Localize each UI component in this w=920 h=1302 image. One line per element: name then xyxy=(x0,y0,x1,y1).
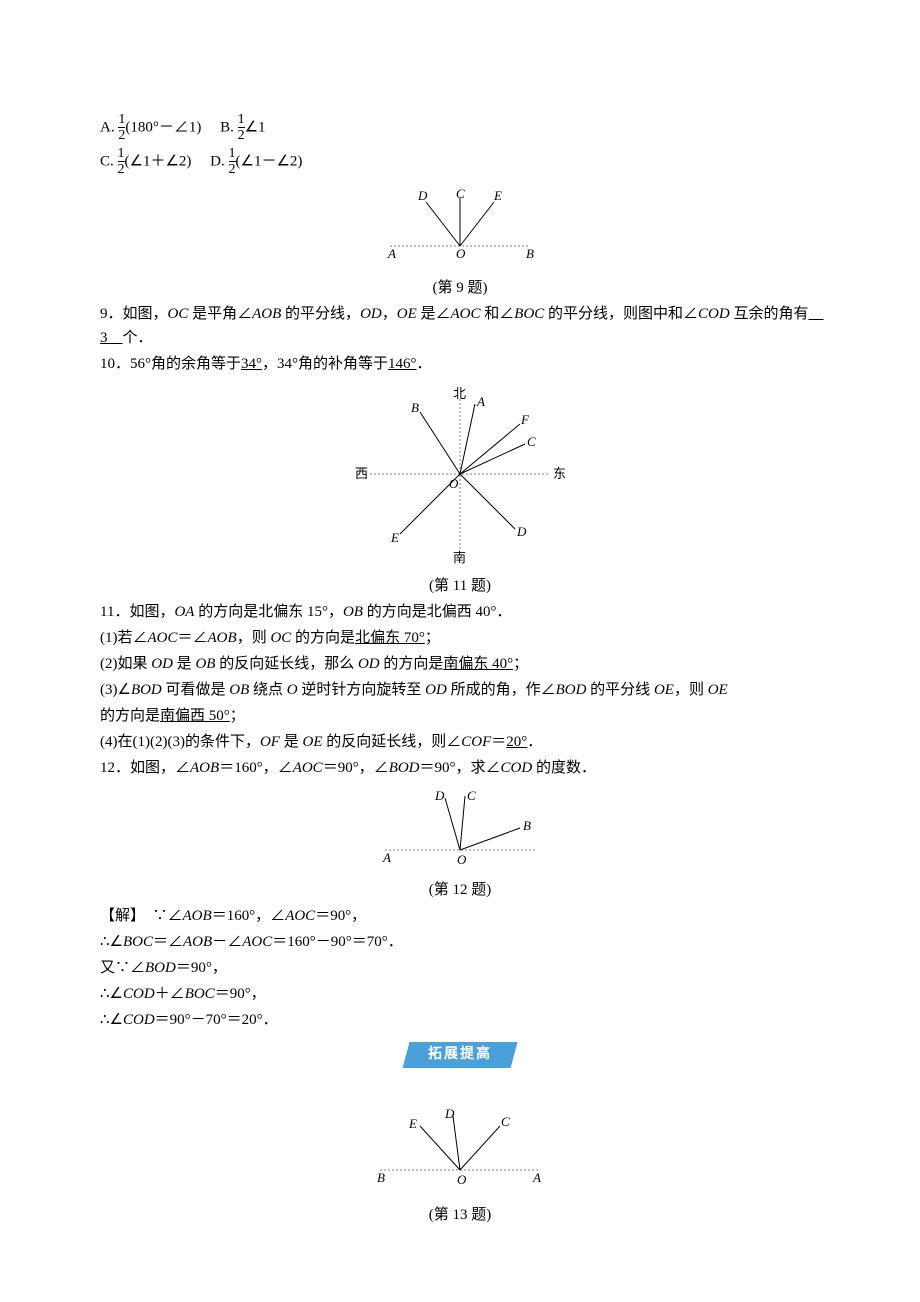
svg-text:A: A xyxy=(387,246,396,261)
svg-text:D: D xyxy=(417,188,428,203)
optC-prefix: C. xyxy=(100,153,114,169)
svg-text:D: D xyxy=(434,788,445,803)
svg-text:A: A xyxy=(476,394,485,409)
sol12-l4: ∴∠COD＋∠BOC＝90°， xyxy=(100,982,820,1006)
optB-prefix: B. xyxy=(220,119,234,135)
sol12-l3: 又∵∠BOD＝90°， xyxy=(100,956,820,980)
optA-tail: (180°－∠1) xyxy=(125,119,201,135)
figure-12-caption: (第 12 题) xyxy=(100,878,820,902)
figure-13-caption: (第 13 题) xyxy=(100,1203,820,1227)
svg-text:B: B xyxy=(377,1170,385,1185)
svg-text:D: D xyxy=(516,524,527,539)
optA-prefix: A. xyxy=(100,119,115,135)
sol12-l2: ∴∠BOC＝∠AOB－∠AOC＝160°－90°＝70°． xyxy=(100,930,820,954)
svg-text:A: A xyxy=(382,850,391,865)
q10-ans2: 146° xyxy=(388,356,417,372)
svg-text:B: B xyxy=(523,818,531,833)
svg-text:C: C xyxy=(501,1114,510,1129)
optD-frac: 1 2 xyxy=(229,146,236,178)
svg-text:E: E xyxy=(493,188,502,203)
q11-head: 11．如图，OA 的方向是北偏东 15°，OB 的方向是北偏西 40°． xyxy=(100,600,820,624)
section-divider: 拓展提高 xyxy=(100,1042,820,1068)
figure-9-caption: (第 9 题) xyxy=(100,276,820,300)
svg-text:O: O xyxy=(456,246,466,261)
figure-9: A B O D C E (第 9 题) xyxy=(100,186,820,300)
optD-prefix: D. xyxy=(210,153,225,169)
optC-tail: (∠1＋∠2) xyxy=(125,153,192,169)
svg-text:E: E xyxy=(408,1116,417,1131)
optC-frac: 1 2 xyxy=(118,146,125,178)
q10-text: 10．56°角的余角等于34°，34°角的补角等于146°． xyxy=(100,352,820,376)
svg-text:O: O xyxy=(457,1172,467,1187)
q10-ans1: 34° xyxy=(241,356,262,372)
q11-p3b: 的方向是南偏西 50°； xyxy=(100,704,820,728)
svg-text:B: B xyxy=(526,246,534,261)
q9-text: 9．如图，OC 是平角∠AOB 的平分线，OD，OE 是∠AOC 和∠BOC 的… xyxy=(100,302,820,350)
svg-text:C: C xyxy=(527,434,536,449)
document-page: A. 1 2 (180°－∠1) B. 1 2 ∠1 C. 1 2 (∠1＋∠2… xyxy=(0,0,920,1289)
svg-text:C: C xyxy=(456,186,465,201)
svg-text:西: 西 xyxy=(355,466,368,481)
svg-text:北: 北 xyxy=(453,386,466,401)
svg-text:南: 南 xyxy=(453,550,466,564)
q12-head: 12．如图，∠AOB＝160°，∠AOC＝90°，∠BOD＝90°，求∠COD … xyxy=(100,756,820,780)
figure-12: A B C D O (第 12 题) xyxy=(100,788,820,902)
optD-tail: (∠1－∠2) xyxy=(236,153,303,169)
section-badge: 拓展提高 xyxy=(402,1042,517,1068)
q11-p3: (3)∠BOD 可看做是 OB 绕点 O 逆时针方向旋转至 OD 所成的角，作∠… xyxy=(100,678,820,702)
svg-text:O: O xyxy=(457,852,467,867)
figure-11-caption: (第 11 题) xyxy=(100,574,820,598)
q11-p2: (2)如果 OD 是 OB 的反向延长线，那么 OD 的方向是南偏东 40°； xyxy=(100,652,820,676)
figure-13: A B O E D C (第 13 题) xyxy=(100,1108,820,1227)
q11-p1: (1)若∠AOC＝∠AOB，则 OC 的方向是北偏东 70°； xyxy=(100,626,820,650)
svg-text:B: B xyxy=(411,400,419,415)
sol12-l1: 【解】 ∵∠AOB＝160°，∠AOC＝90°， xyxy=(100,904,820,928)
optB-frac: 1 2 xyxy=(238,112,245,144)
optB-tail: ∠1 xyxy=(245,119,266,135)
svg-text:E: E xyxy=(390,530,399,545)
svg-text:C: C xyxy=(467,788,476,803)
svg-text:F: F xyxy=(520,412,530,427)
q11-p4: (4)在(1)(2)(3)的条件下，OF 是 OE 的反向延长线，则∠COF＝2… xyxy=(100,730,820,754)
svg-text:O: O xyxy=(449,476,459,491)
sol12-l5: ∴∠COD＝90°－70°＝20°． xyxy=(100,1008,820,1032)
svg-text:D: D xyxy=(444,1108,455,1121)
svg-text:东: 东 xyxy=(553,466,566,481)
q8-row2: C. 1 2 (∠1＋∠2) D. 1 2 (∠1－∠2) xyxy=(100,146,820,178)
svg-text:A: A xyxy=(532,1170,541,1185)
q8-row1: A. 1 2 (180°－∠1) B. 1 2 ∠1 xyxy=(100,112,820,144)
figure-11: 北 南 东 西 A B C F D E O (第 11 题) xyxy=(100,384,820,598)
